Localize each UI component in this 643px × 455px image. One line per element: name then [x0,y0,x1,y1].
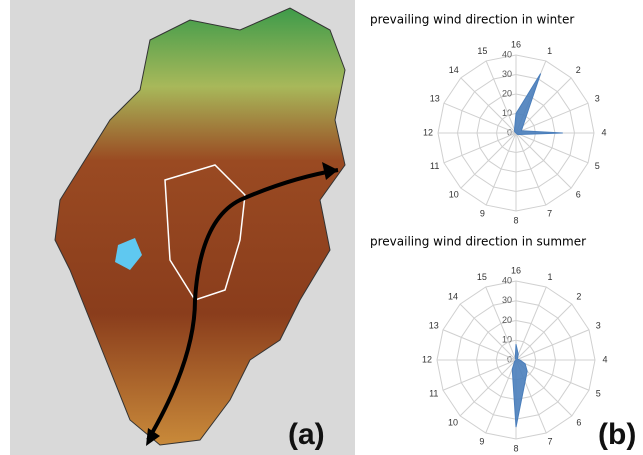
category-label: 10 [448,417,458,427]
category-label: 13 [430,94,440,104]
spoke [460,360,516,416]
r-tick-label: 20 [502,88,512,98]
category-label: 3 [595,94,600,104]
category-label: 5 [595,161,600,171]
category-label: 1 [548,272,553,282]
series-area [515,74,563,135]
r-tick-label: 30 [502,69,512,79]
spoke [461,78,516,133]
category-label: 14 [448,291,458,301]
figure: (a) (b) prevailing wind direction in win… [0,0,643,455]
category-label: 15 [477,272,487,282]
panel-label: (a) [288,418,325,451]
category-label: 4 [602,354,607,364]
category-label: 6 [576,417,581,427]
category-label: 15 [477,46,487,56]
r-tick-label: 30 [502,295,512,305]
category-label: 9 [480,209,485,219]
category-label: 2 [576,291,581,301]
category-label: 16 [511,39,521,49]
r-tick-label: 20 [502,315,512,325]
spoke [461,133,516,188]
category-label: 2 [576,65,581,75]
category-label: 12 [423,127,433,137]
spoke [460,304,516,360]
r-tick-label: 40 [502,49,512,59]
category-label: 4 [601,127,606,137]
category-label: 9 [479,437,484,447]
category-label: 7 [547,209,552,219]
category-label: 7 [548,437,553,447]
chart-title: prevailing wind direction in summer [370,235,586,249]
map-panel: (a) [10,0,355,455]
category-label: 5 [596,388,601,398]
r-tick-label: 10 [502,335,512,345]
radar-chart: prevailing wind direction in summer01020… [370,235,608,454]
panel-label: (b) [598,418,636,451]
category-label: 6 [576,190,581,200]
category-label: 16 [511,265,521,275]
category-label: 8 [513,443,518,453]
chart-title: prevailing wind direction in winter [370,13,574,27]
spoke [516,133,571,188]
category-label: 11 [430,161,439,171]
category-label: 1 [547,46,552,56]
category-label: 3 [596,320,601,330]
category-label: 13 [429,320,439,330]
category-label: 11 [429,388,438,398]
radar-chart: prevailing wind direction in winter01020… [370,13,607,226]
category-label: 8 [513,215,518,225]
r-tick-label: 40 [502,275,512,285]
category-label: 14 [449,65,459,75]
category-label: 10 [449,190,459,200]
category-label: 12 [422,354,432,364]
r-tick-label: 10 [502,108,512,118]
spoke [516,304,572,360]
